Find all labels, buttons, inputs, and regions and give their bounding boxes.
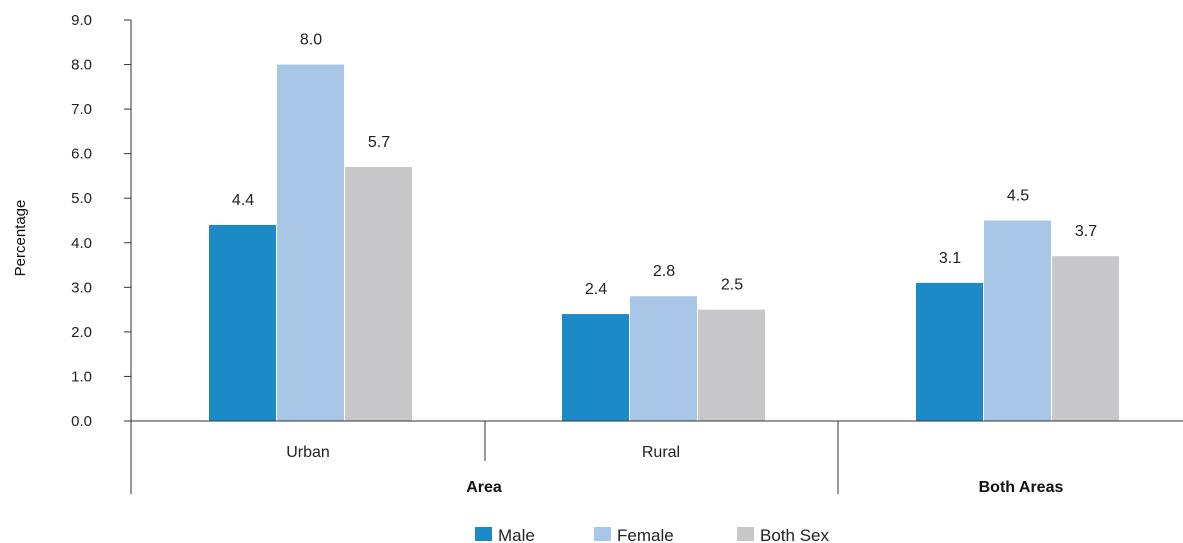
y-tick-label: 0.0 [71,413,92,430]
y-axis: 0.0 1.0 2.0 3.0 4.0 5.0 6.0 7.0 8.0 9.0 [71,12,132,430]
data-label-female-urban: 8.0 [300,32,322,49]
y-tick-label: 9.0 [71,12,92,29]
x-group-label-area: Area [466,479,502,496]
bar-female-rural [630,296,697,421]
legend-label-female: Female [617,526,674,543]
data-label-male-urban: 4.4 [232,192,254,209]
y-tick-label: 4.0 [71,235,92,252]
y-tick-label: 7.0 [71,101,92,118]
y-tick-label: 2.0 [71,324,92,341]
y-tick-label: 3.0 [71,279,92,296]
x-group-label-both-areas: Both Areas [979,479,1064,496]
y-axis-title: Percentage [12,200,29,277]
bar-both-sex-rural [698,309,765,421]
y-tick-label: 8.0 [71,57,92,74]
bar-female-urban [277,64,344,422]
data-label-male-rural: 2.4 [585,281,607,298]
x-tick-label-urban: Urban [286,444,330,461]
legend-label-both-sex: Both Sex [760,526,829,543]
bar-male-both-areas [916,282,983,421]
x-axis: Urban Rural Area Both Areas [125,420,1183,496]
legend-swatch-both-sex [737,527,754,541]
bars: 4.4 8.0 5.7 2.4 2.8 2.5 3.1 4.5 3.7 [209,32,1119,422]
bar-male-urban [209,224,276,421]
bar-female-both-areas [984,220,1051,421]
data-label-female-both-areas: 4.5 [1007,188,1029,205]
data-label-both-sex-urban: 5.7 [368,134,390,151]
bar-both-sex-urban [345,167,412,421]
bar-male-rural [562,314,629,421]
legend-swatch-female [594,527,611,541]
bar-both-sex-both-areas [1052,256,1119,421]
y-axis-title-group: Percentage [12,200,29,277]
x-tick-label-rural: Rural [642,444,680,461]
y-tick-label: 5.0 [71,190,92,207]
legend-label-male: Male [498,526,535,543]
data-label-both-sex-rural: 2.5 [721,277,743,294]
y-tick-label: 6.0 [71,146,92,163]
data-label-male-both-areas: 3.1 [939,250,961,267]
y-tick-label: 1.0 [71,368,92,385]
data-label-both-sex-both-areas: 3.7 [1075,223,1097,240]
legend-swatch-male [475,527,492,541]
legend: Male Female Both Sex [475,526,829,543]
data-label-female-rural: 2.8 [653,263,675,280]
